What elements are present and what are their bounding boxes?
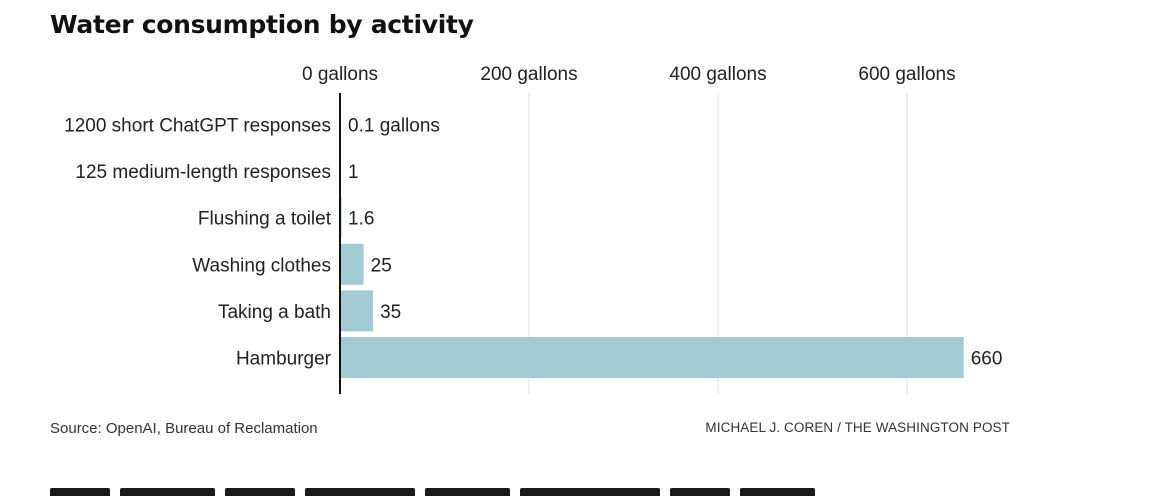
category-label: Washing clothes xyxy=(192,255,331,276)
bar xyxy=(340,290,373,331)
value-label: 35 xyxy=(380,302,401,323)
category-label: 125 medium-length responses xyxy=(75,162,331,183)
source-note: Source: OpenAI, Bureau of Reclamation xyxy=(50,420,318,437)
value-label: 0.1 gallons xyxy=(348,116,440,137)
x-tick-label: 200 gallons xyxy=(480,64,577,85)
next-heading-cutoff xyxy=(50,484,890,496)
category-label: Hamburger xyxy=(236,349,332,370)
value-label: 25 xyxy=(371,255,392,276)
bar xyxy=(340,337,964,378)
label-layer: 0 gallons 200 gallons 400 gallons 600 gallo… xyxy=(64,64,1002,370)
value-label: 1.6 xyxy=(348,209,374,230)
value-label: 1 xyxy=(348,162,359,183)
x-tick-label: 600 gallons xyxy=(858,64,955,85)
category-label: 1200 short ChatGPT responses xyxy=(64,116,331,137)
category-label: Flushing a toilet xyxy=(198,209,332,230)
bar xyxy=(340,244,364,285)
x-tick-label: 400 gallons xyxy=(669,64,766,85)
bar-layer xyxy=(340,104,964,378)
bar-chart: 0 gallons 200 gallons 400 gallons 600 gallo… xyxy=(0,0,1152,410)
x-tick-label: 0 gallons xyxy=(302,64,378,85)
value-label: 660 xyxy=(971,349,1003,370)
credit-line: MICHAEL J. COREN / THE WASHINGTON POST xyxy=(705,420,1010,435)
category-label: Taking a bath xyxy=(218,302,331,323)
